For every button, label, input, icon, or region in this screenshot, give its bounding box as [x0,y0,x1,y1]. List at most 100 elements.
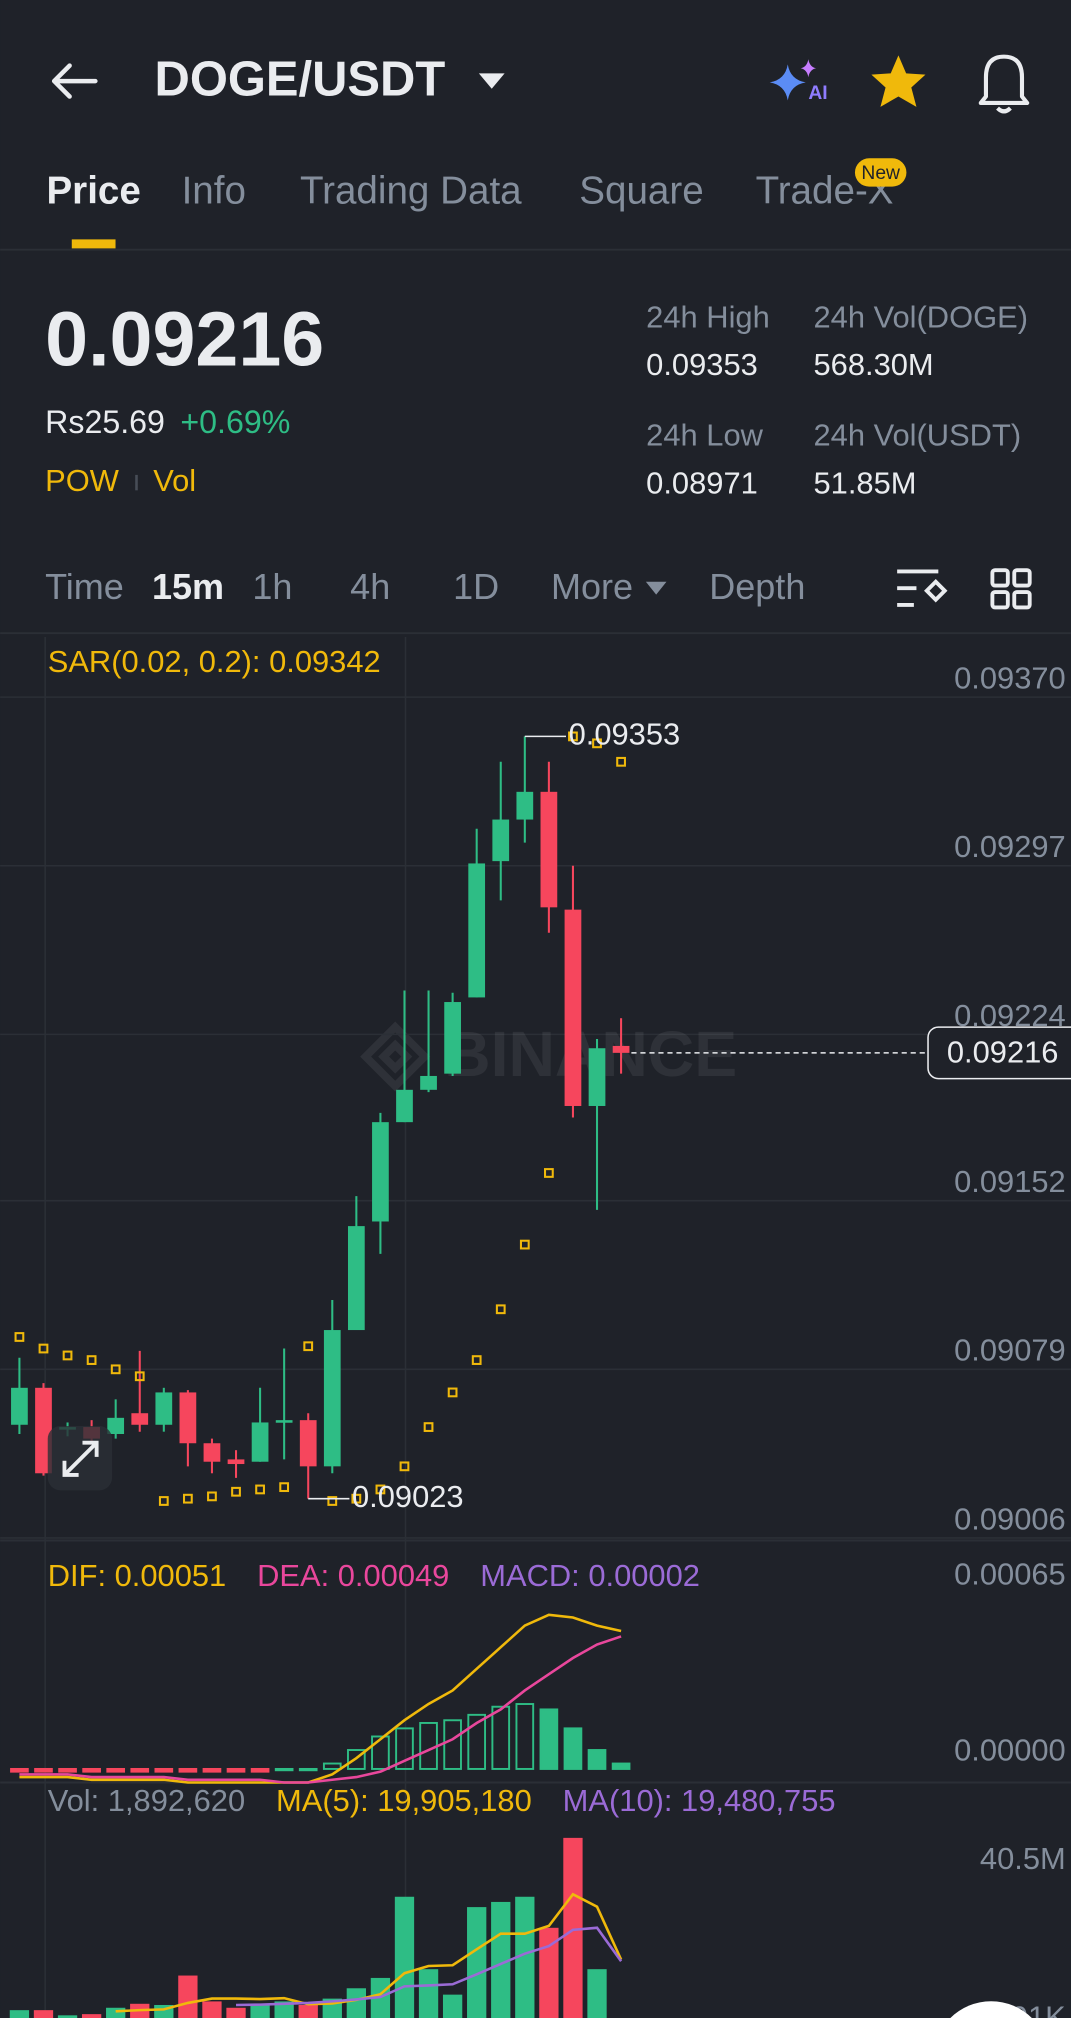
macd-bar [371,1735,390,1770]
alert-bell[interactable] [978,54,1030,114]
volume-bar [274,2001,294,2018]
macd-bar [34,1767,53,1773]
sar-dot [182,1493,193,1504]
watermark-logo [360,1021,431,1092]
interval[interactable]: Depth [709,566,805,607]
interval[interactable]: 15m [152,566,224,607]
sar-dot [255,1484,265,1495]
tab-underline [71,239,116,249]
sar-dot [327,1496,338,1506]
badge-text: New [861,163,900,184]
tab[interactable]: Square [579,169,703,212]
y-tick-label: 0.09079 [954,1333,1066,1368]
candle-body [492,819,510,862]
sar-dot [375,1484,386,1495]
tab[interactable]: Price [46,169,140,212]
candle-body [396,1089,413,1123]
volume-bar [81,2014,102,2018]
sar-dot [351,1493,362,1504]
macd-bar [322,1762,342,1770]
layout-button[interactable] [990,568,1032,610]
sar-dot [568,731,578,742]
tab[interactable]: Trading Data [300,169,522,212]
candle-body [251,1422,269,1462]
sar-dot [86,1355,97,1365]
tab[interactable]: Info [182,169,246,212]
candle-body [275,1420,293,1423]
sar-dot [447,1387,458,1398]
candle-body [540,791,558,908]
macd-bar [515,1703,535,1770]
macd-bar [106,1767,126,1773]
macd-bar [154,1767,174,1773]
interval[interactable]: 1D [453,566,499,607]
floating-button[interactable] [933,2001,1049,2018]
volume-bar [563,1837,583,2018]
candle-body [155,1392,173,1425]
candle-body [227,1459,245,1465]
candle-body [35,1387,52,1474]
volume-bar [539,1927,559,2018]
y-tick-label: 0.00000 [954,1732,1066,1767]
pair-dropdown[interactable] [478,73,505,89]
sar-dot [207,1491,217,1502]
interval[interactable]: More [551,566,633,607]
volume-bar [250,2004,270,2018]
stat-label: 24h Vol(DOGE) [813,299,1027,334]
volume-bar [298,2004,318,2018]
last-price-label: 0.09216 [947,1034,1059,1069]
extreme-label: 0.09353 [569,717,681,752]
sar-dot [471,1355,482,1365]
sar-dot [423,1422,434,1432]
sar-dot [62,1350,73,1361]
sar-dot [110,1364,121,1375]
candle-body [372,1122,389,1222]
indicator-tag[interactable]: POW [45,463,120,498]
macd-bar [443,1719,462,1770]
y-tick-label: 0.09152 [954,1164,1066,1199]
macd-bar [611,1762,631,1770]
macd-bar [202,1767,222,1773]
stat-value: 0.09353 [646,347,758,382]
volume-bar [491,1901,511,2018]
indicator-tag[interactable]: Vol [153,463,196,498]
fullscreen-button[interactable] [47,1425,113,1491]
candle-body [11,1387,28,1425]
y-tick-label: 0.00065 [954,1557,1066,1592]
back-button[interactable] [51,63,98,99]
sar-dot [134,1371,145,1382]
sar-dot [592,738,602,749]
favorite-star[interactable] [871,55,926,107]
price-change: +0.69% [180,404,290,440]
candle-body [468,863,486,998]
stat-value: 568.30M [813,347,933,382]
candle-body [323,1330,341,1467]
stat-label: 24h Low [646,418,763,453]
volume-bar [178,1975,198,2018]
interval[interactable]: 1h [252,566,292,607]
indicator-legend: SAR(0.02, 0.2): 0.09342 [48,644,381,679]
sar-dot [543,1168,554,1178]
macd-bar [274,1767,294,1772]
volume-bar [467,1907,487,2018]
sar-dot [495,1304,506,1315]
interval[interactable]: 4h [350,566,390,607]
volume-bar [587,1969,607,2018]
ai-button[interactable]: AI [769,59,828,104]
legend-entry: DEA: 0.00049 [257,1558,449,1593]
volume-bar [9,2010,30,2018]
indicator-settings[interactable] [897,569,948,607]
volume-bar [418,1969,439,2018]
extreme-label: 0.09023 [352,1479,464,1514]
ticker-stats: 24h High 0.09353 24h Vol(DOGE) 568.30M 24h L… [646,299,1028,500]
macd-bar [395,1727,414,1770]
volume-bar [394,1896,415,2018]
volume-bar [33,2010,54,2018]
indicator-line [19,1613,622,1784]
macd-bar [587,1749,607,1770]
pair-title[interactable]: DOGE/USDT [155,52,446,106]
interval[interactable]: Time [45,566,124,607]
candle-body [347,1226,365,1331]
